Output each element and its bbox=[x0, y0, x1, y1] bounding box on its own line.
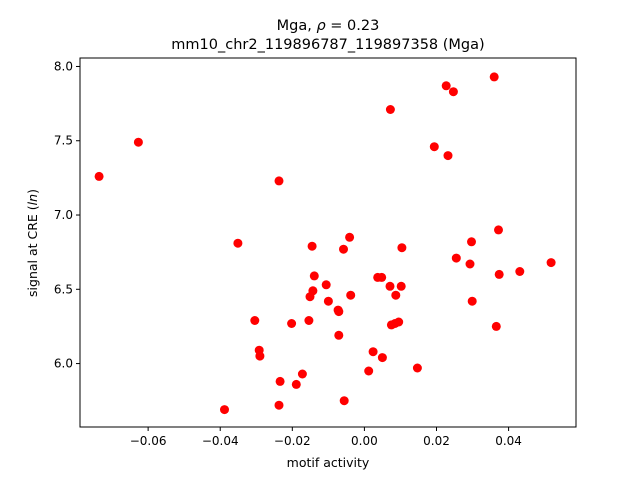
y-axis-ticks: 6.0 6.5 7.0 7.5 8.0 bbox=[54, 59, 80, 371]
scatter-point bbox=[397, 243, 407, 253]
scatter-point bbox=[309, 271, 319, 281]
chart-title-prefix: Mga, bbox=[277, 18, 317, 34]
y-tick-label: 6.0 bbox=[54, 357, 73, 371]
x-tick-label: 0.04 bbox=[495, 434, 522, 448]
scatter-point bbox=[255, 351, 265, 361]
scatter-point bbox=[274, 176, 284, 186]
scatter-point bbox=[394, 317, 404, 327]
scatter-point bbox=[297, 369, 307, 379]
y-tick-label: 7.0 bbox=[54, 208, 73, 222]
scatter-point bbox=[494, 269, 504, 279]
scatter-point bbox=[489, 72, 499, 82]
scatter-point bbox=[467, 296, 477, 306]
scatter-point bbox=[441, 81, 451, 91]
scatter-point bbox=[133, 137, 143, 147]
scatter-point bbox=[345, 232, 355, 242]
scatter-point bbox=[308, 286, 318, 296]
plot-area bbox=[94, 72, 556, 415]
y-axis-label-prefix: signal at CRE ( bbox=[25, 205, 40, 297]
scatter-point bbox=[396, 281, 406, 291]
scatter-point bbox=[339, 396, 349, 406]
y-tick-label: 8.0 bbox=[54, 59, 73, 73]
x-axis-label: motif activity bbox=[287, 455, 370, 470]
scatter-point bbox=[275, 376, 285, 386]
scatter-point bbox=[233, 238, 243, 248]
chart-title-line1: Mga, ρ = 0.23 bbox=[277, 18, 380, 34]
scatter-point bbox=[546, 258, 556, 268]
scatter-point bbox=[220, 405, 229, 415]
scatter-point bbox=[346, 290, 356, 300]
x-axis-ticks: −0.06 −0.04 −0.02 0.00 0.02 0.04 bbox=[130, 427, 522, 448]
scatter-point bbox=[321, 280, 331, 290]
scatter-point bbox=[385, 281, 395, 291]
x-tick-label: 0.02 bbox=[423, 434, 450, 448]
scatter-point bbox=[291, 379, 301, 389]
scatter-point bbox=[368, 347, 378, 357]
chart-title-line2: mm10_chr2_119896787_119897358 (Mga) bbox=[171, 37, 484, 53]
axes-frame bbox=[79, 57, 577, 428]
x-tick-label: −0.06 bbox=[130, 434, 167, 448]
chart-title-value: = 0.23 bbox=[326, 18, 380, 34]
x-tick-label: −0.02 bbox=[274, 434, 311, 448]
x-tick-label: −0.04 bbox=[202, 434, 239, 448]
scatter-point bbox=[448, 87, 458, 97]
scatter-point bbox=[339, 244, 348, 254]
y-axis-label-italic: ln bbox=[25, 194, 40, 205]
scatter-point bbox=[429, 142, 439, 152]
chart-title-rho: ρ bbox=[316, 18, 326, 34]
scatter-point bbox=[250, 316, 260, 325]
scatter-point bbox=[515, 267, 525, 276]
scatter-point bbox=[274, 400, 284, 410]
scatter-point bbox=[287, 319, 297, 328]
scatter-point bbox=[323, 296, 333, 306]
scatter-point bbox=[391, 290, 401, 300]
scatter-point bbox=[465, 259, 475, 269]
scatter-point bbox=[467, 237, 476, 247]
scatter-point bbox=[443, 151, 453, 161]
scatter-point bbox=[304, 316, 314, 325]
scatter-point bbox=[377, 272, 387, 282]
scatter-point bbox=[307, 241, 317, 251]
scatter-point bbox=[494, 225, 503, 235]
scatter-point bbox=[334, 307, 344, 317]
scatter-point bbox=[377, 353, 387, 363]
scatter-point bbox=[385, 105, 395, 114]
y-tick-label: 6.5 bbox=[54, 282, 73, 296]
y-axis-label: signal at CRE (ln) bbox=[25, 189, 40, 297]
y-axis-label-suffix: ) bbox=[25, 189, 40, 194]
scatter-point bbox=[364, 366, 374, 376]
scatter-point bbox=[94, 171, 104, 181]
y-tick-label: 7.5 bbox=[54, 134, 73, 148]
scatter-point bbox=[412, 363, 422, 373]
scatter-point bbox=[451, 253, 461, 263]
scatter-point bbox=[491, 321, 501, 331]
scatter-point bbox=[334, 330, 344, 340]
x-tick-label: 0.00 bbox=[351, 434, 378, 448]
